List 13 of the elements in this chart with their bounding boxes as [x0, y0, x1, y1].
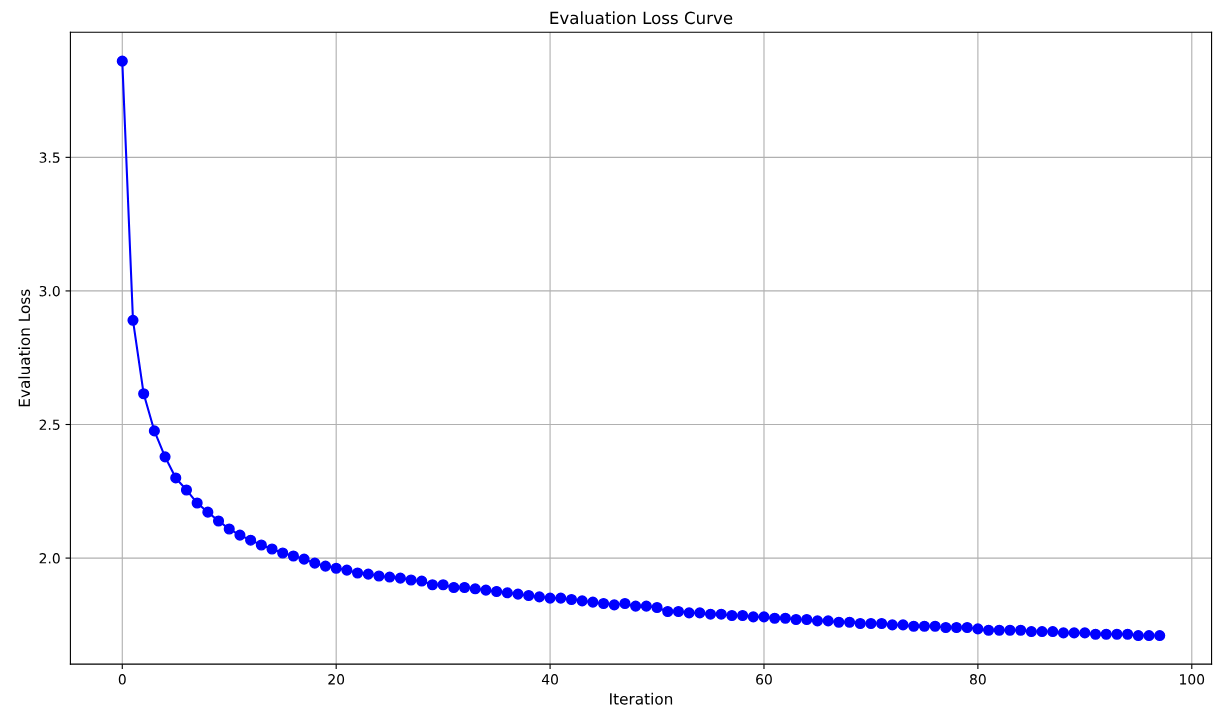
y-axis-title: Evaluation Loss	[18, 289, 31, 407]
x-tick-label: 80	[969, 674, 986, 685]
x-axis-title: Iteration	[610, 692, 673, 705]
y-tick-label: 2.5	[39, 419, 60, 430]
x-tick-label: 0	[118, 674, 126, 685]
y-tick-label: 3.0	[39, 285, 60, 297]
y-tick-label: 2.0	[39, 553, 60, 564]
x-tick-label: 60	[756, 674, 772, 685]
y-tick-label: 3.5	[39, 152, 60, 163]
x-tick-label: 100	[1180, 674, 1205, 685]
x-tick-label: 40	[541, 674, 558, 685]
chart-title: Evaluation Loss Curve	[550, 11, 733, 25]
x-tick-label: 20	[328, 674, 345, 685]
